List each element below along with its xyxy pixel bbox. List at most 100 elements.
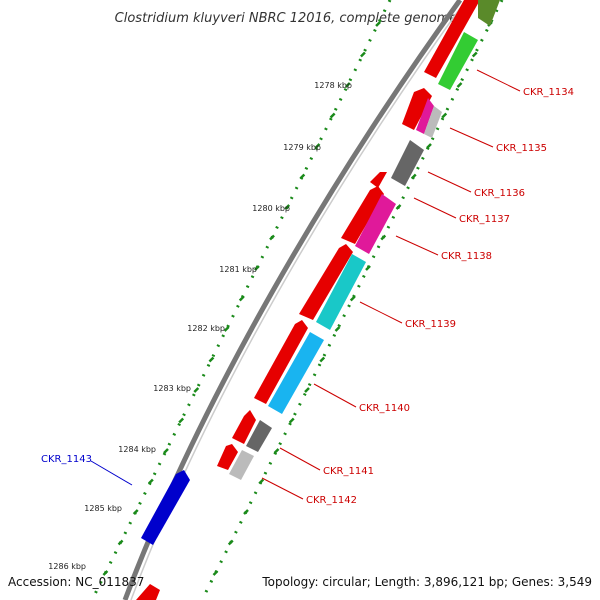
leader-ckr-1138 [395, 235, 439, 256]
genome-backbone [122, 0, 463, 600]
leader-ckr-1139 [359, 301, 403, 324]
scale-inner-tick [273, 448, 280, 454]
cog-magenta-1 [416, 98, 434, 134]
leader-ckr-1134 [476, 69, 521, 92]
scale-outer-tick [117, 539, 124, 546]
cog-cyan [316, 254, 366, 330]
cog-lightgrey-1 [424, 106, 442, 138]
gene-ckr-1137[interactable] [341, 186, 384, 244]
scale-outer-tick [329, 112, 336, 119]
gene-ckr-1141[interactable] [217, 444, 238, 470]
gene-fragment-bottom [136, 584, 160, 600]
scale-inner-tick [410, 173, 417, 180]
label-leaders [90, 69, 521, 500]
scale-outer-tick [147, 478, 154, 485]
label-ckr-1137[interactable]: CKR_1137 [459, 214, 510, 225]
scale-outer-tick [284, 204, 291, 210]
scale-outer-tick [208, 356, 215, 363]
scale-ticks-outer [102, 21, 381, 576]
scale-inner-tick [258, 478, 265, 485]
scale-outer-tick [163, 448, 169, 454]
scale-outer-tick [238, 295, 245, 302]
label-ckr-1142[interactable]: CKR_1142 [306, 495, 357, 506]
label-ckr-1141[interactable]: CKR_1141 [323, 466, 374, 477]
gene-ckr-1143[interactable] [141, 470, 190, 545]
scale-inner-tick [304, 387, 310, 393]
label-ckr-1134[interactable]: CKR_1134 [523, 87, 574, 98]
leader-ckr-1137 [413, 197, 457, 219]
gene-ckr-1139[interactable] [254, 320, 308, 404]
scale-inner-tick [334, 326, 341, 332]
kbp-label-1283: 1283 kbp [153, 384, 191, 393]
scale-inner-tick [380, 234, 387, 241]
label-ckr-1139[interactable]: CKR_1139 [405, 319, 456, 330]
scale-inner-tick [395, 204, 402, 210]
scale-inner-tick [365, 265, 371, 271]
kbp-label-1284: 1284 kbp [118, 445, 156, 454]
leader-ckr-1140 [313, 383, 357, 408]
cog-track [229, 0, 500, 480]
genome-summary-text: Topology: circular; Length: 3,896,121 bp… [262, 575, 592, 589]
scale-outer-tick [344, 82, 351, 88]
kbp-label-1280: 1280 kbp [252, 204, 290, 213]
scale-inner-tick [426, 143, 432, 149]
scale-outer-tick [299, 173, 306, 180]
kbp-label-1279: 1279 kbp [283, 143, 321, 152]
scale-inner-tick [456, 82, 463, 88]
kbp-labels: 1278 kbp 1279 kbp 1280 kbp 1281 kbp 1282… [48, 81, 352, 571]
accession-text: Accession: NC_011837 [8, 575, 145, 589]
kbp-label-1278: 1278 kbp [314, 81, 352, 90]
kbp-label-1282: 1282 kbp [187, 324, 225, 333]
scale-outer-tick [223, 326, 230, 332]
gene-ckr-1135[interactable] [402, 88, 432, 130]
scale-inner-tick [319, 356, 326, 363]
cog-grey-2 [246, 420, 272, 452]
scale-outer-tick [178, 417, 185, 424]
kbp-label-1285: 1285 kbp [84, 504, 122, 513]
map-title: Clostridium kluyveri NBRC 12016, complet… [115, 11, 458, 26]
label-ckr-1143[interactable]: CKR_1143 [41, 454, 92, 465]
scale-inner-tick [243, 509, 249, 515]
scale-outer-tick [132, 509, 139, 515]
cog-green [438, 32, 478, 90]
scale-inner-tick [212, 570, 219, 576]
scale-outer-tick [193, 387, 200, 393]
scale-outer-tick [254, 265, 260, 271]
scale-inner-tick [471, 51, 478, 58]
leader-ckr-1136 [427, 171, 472, 193]
genome-backbone-inner [130, 0, 467, 600]
gene-ckr-1136[interactable] [370, 172, 387, 188]
gene-ckr-1138[interactable] [299, 244, 353, 320]
scale-outer-tick [375, 21, 381, 27]
cog-lightgrey-2 [229, 450, 254, 480]
label-ckr-1138[interactable]: CKR_1138 [441, 251, 492, 262]
scale-outer-tick [102, 570, 109, 576]
leader-ckr-1141 [279, 447, 321, 471]
cog-skyblue [268, 332, 324, 414]
leader-ckr-1143 [90, 460, 133, 486]
scale-outer-tick [269, 234, 275, 241]
scale-inner-tick [349, 295, 356, 302]
cog-magenta-2 [355, 194, 396, 254]
scale-ticks-inner [212, 21, 493, 576]
cog-olive [478, 0, 500, 26]
kbp-label-1281: 1281 kbp [219, 265, 257, 274]
cog-grey-1 [391, 140, 424, 186]
scale-outer-tick [314, 143, 321, 149]
label-ckr-1136[interactable]: CKR_1136 [474, 188, 525, 199]
label-ckr-1140[interactable]: CKR_1140 [359, 403, 410, 414]
leader-ckr-1135 [449, 127, 494, 148]
scale-inner-tick [227, 539, 234, 546]
scale-dots-outer [90, 0, 392, 600]
gene-labels: CKR_1134 CKR_1135 CKR_1136 CKR_1137 CKR_… [41, 87, 574, 506]
label-ckr-1135[interactable]: CKR_1135 [496, 143, 547, 154]
gene-ckr-1134[interactable] [424, 0, 480, 78]
scale-inner-tick [288, 417, 295, 424]
cds-forward-track [136, 0, 480, 600]
gene-ckr-1140[interactable] [232, 410, 256, 444]
scale-inner-tick [441, 112, 448, 119]
scale-dots-inner [200, 0, 504, 600]
leader-ckr-1142 [261, 477, 304, 500]
scale-outer-tick [360, 51, 366, 58]
